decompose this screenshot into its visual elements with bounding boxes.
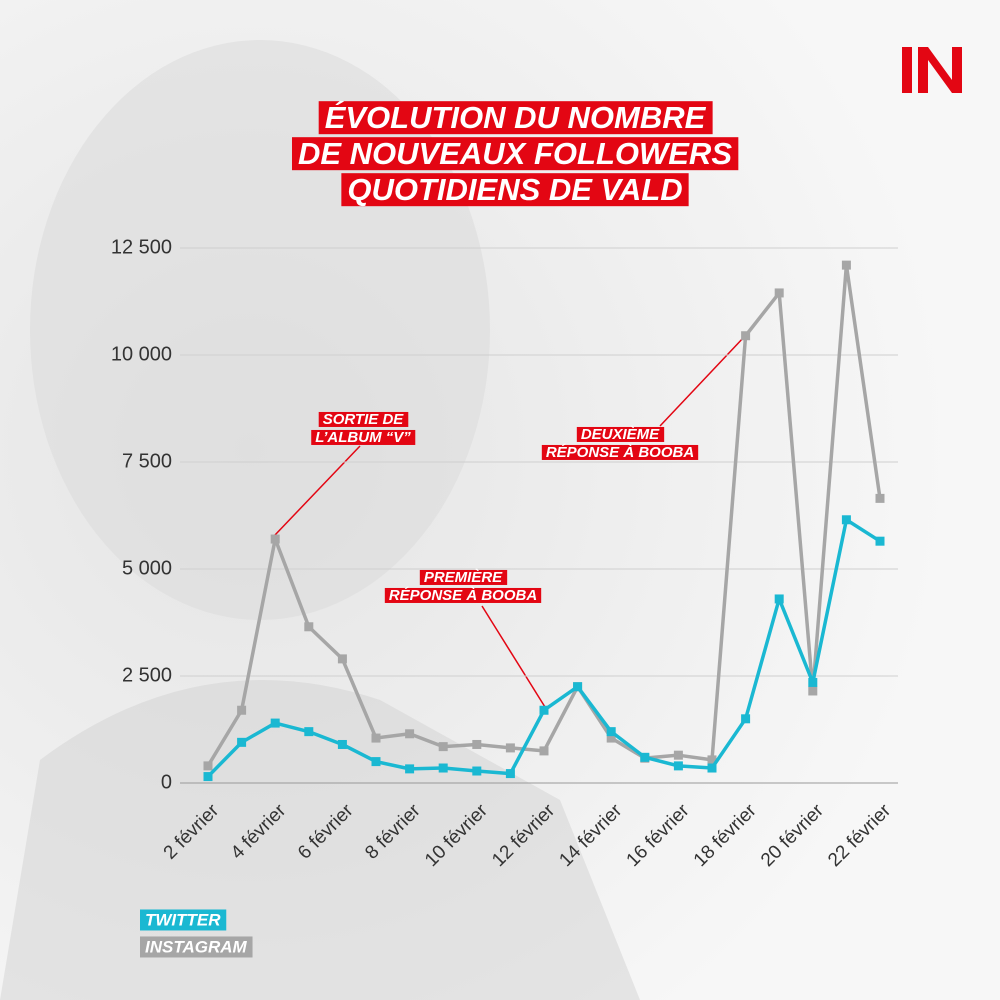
legend-label-box [140, 909, 227, 931]
legend-label: INSTAGRAM [145, 937, 248, 956]
point-marker [371, 733, 381, 743]
point-marker [505, 743, 515, 753]
annotation-text-group: RÉPONSE À BOOBA [384, 587, 542, 604]
point-marker [640, 752, 650, 762]
point-marker [673, 761, 683, 771]
y-tick-label: 5 000 [122, 557, 172, 579]
point-marker [237, 737, 247, 747]
chart-title: DE NOUVEAUX FOLLOWERS [298, 136, 732, 171]
chart-title-box [341, 173, 689, 207]
point-marker [438, 763, 448, 773]
logo [902, 47, 962, 93]
annotation-text-group: SORTIE DE [318, 411, 409, 428]
point-marker [573, 682, 583, 692]
point-marker [539, 705, 549, 715]
chart-title: QUOTIDIENS DE VALD [347, 172, 682, 207]
y-tick-label: 10 000 [111, 343, 172, 365]
annotation-text-box [576, 426, 665, 442]
chart-title-group: ÉVOLUTION DU NOMBRE [318, 100, 713, 135]
annotation-text-group: PREMIÈRE [419, 569, 508, 586]
y-tick-label: 2 500 [122, 664, 172, 686]
point-marker [337, 654, 347, 664]
point-marker [875, 536, 885, 546]
y-tick-label: 12 500 [111, 236, 172, 258]
point-marker [371, 757, 381, 767]
point-marker [606, 733, 616, 743]
legend-label-group: TWITTER [140, 909, 227, 931]
point-marker [270, 718, 280, 728]
annotation-text-box [311, 429, 416, 445]
point-marker [774, 594, 784, 604]
point-marker [539, 746, 549, 756]
point-marker [337, 739, 347, 749]
legend-label: TWITTER [145, 910, 221, 929]
point-marker [472, 739, 482, 749]
point-marker [237, 705, 247, 715]
point-marker [438, 742, 448, 752]
chart-title-group: QUOTIDIENS DE VALD [341, 172, 689, 207]
chart-title-box [291, 137, 739, 171]
point-marker [875, 493, 885, 503]
y-tick-label: 7 500 [122, 450, 172, 472]
annotation-text-box [318, 411, 409, 427]
point-marker [774, 288, 784, 298]
point-marker [606, 727, 616, 737]
point-marker [808, 677, 818, 687]
annotation-text: RÉPONSE À BOOBA [389, 587, 537, 604]
y-tick-label: 0 [161, 771, 172, 793]
point-marker [808, 686, 818, 696]
point-marker [741, 714, 751, 724]
annotation-text-box [419, 569, 508, 585]
annotation-text-box [541, 444, 699, 460]
annotation-text: PREMIÈRE [424, 569, 503, 586]
legend-label-group: INSTAGRAM [140, 936, 253, 958]
point-marker [405, 764, 415, 774]
point-marker [841, 260, 851, 270]
annotation-pointer [659, 335, 746, 427]
point-marker [405, 729, 415, 739]
annotation-text: DEUXIÈME [581, 426, 660, 443]
chart-title-box [318, 101, 713, 135]
point-marker [304, 622, 314, 632]
annotation-text: RÉPONSE À BOOBA [546, 444, 694, 461]
annotation-pointer [274, 445, 361, 536]
point-marker [203, 761, 213, 771]
chart-title-group: DE NOUVEAUX FOLLOWERS [291, 136, 739, 171]
chart-title: ÉVOLUTION DU NOMBRE [325, 100, 707, 135]
point-marker [707, 755, 717, 765]
annotation-pointer [481, 605, 546, 708]
point-marker [707, 763, 717, 773]
annotation-text: SORTIE DE [323, 411, 405, 428]
annotation-text-box [384, 587, 542, 603]
point-marker [841, 515, 851, 525]
point-marker [203, 772, 213, 782]
annotation-text-group: DEUXIÈME [576, 426, 665, 443]
point-marker [505, 769, 515, 779]
annotation-text: L’ALBUM “V” [315, 429, 411, 446]
point-marker [673, 750, 683, 760]
point-marker [472, 766, 482, 776]
point-marker [741, 331, 751, 341]
legend-label-box [140, 936, 253, 958]
point-marker [270, 534, 280, 544]
annotation-text-group: L’ALBUM “V” [311, 429, 416, 446]
point-marker [304, 727, 314, 737]
annotation-text-group: RÉPONSE À BOOBA [541, 444, 699, 461]
